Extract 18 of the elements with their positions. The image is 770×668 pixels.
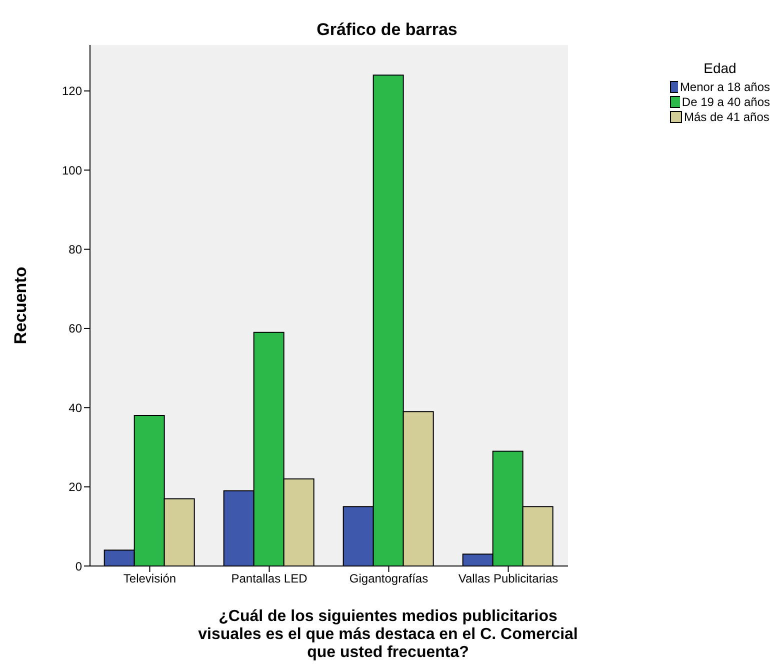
y-tick-label: 0 bbox=[75, 559, 82, 574]
y-tick-label: 80 bbox=[68, 242, 82, 257]
y-tick-label: 60 bbox=[68, 322, 82, 336]
legend-label: Menor a 18 años bbox=[680, 80, 770, 94]
y-tick-label: 100 bbox=[62, 163, 82, 178]
x-tick-label: Televisión bbox=[123, 572, 176, 586]
x-tick-label: Gigantografías bbox=[349, 572, 428, 586]
x-axis-title: ¿Cuál de los siguientes medios publicitarios visuales es el que más destaca en el C. Comercial que usted frecuenta? bbox=[197, 608, 579, 662]
y-tick-label: 20 bbox=[68, 480, 82, 494]
legend-title: Edad bbox=[702, 60, 738, 76]
y-tick-label: 120 bbox=[62, 84, 82, 98]
y-axis-title: Recuento bbox=[11, 266, 30, 344]
x-tick-label: Pantallas LED bbox=[231, 572, 308, 586]
chart-title: Gráfico de barras bbox=[316, 20, 458, 40]
legend-label: Más de 41 años bbox=[684, 110, 770, 124]
legend-label: De 19 a 40 años bbox=[682, 95, 770, 109]
x-tick-label: Vallas Publicitarias bbox=[458, 572, 558, 586]
y-tick-label: 40 bbox=[68, 400, 82, 415]
